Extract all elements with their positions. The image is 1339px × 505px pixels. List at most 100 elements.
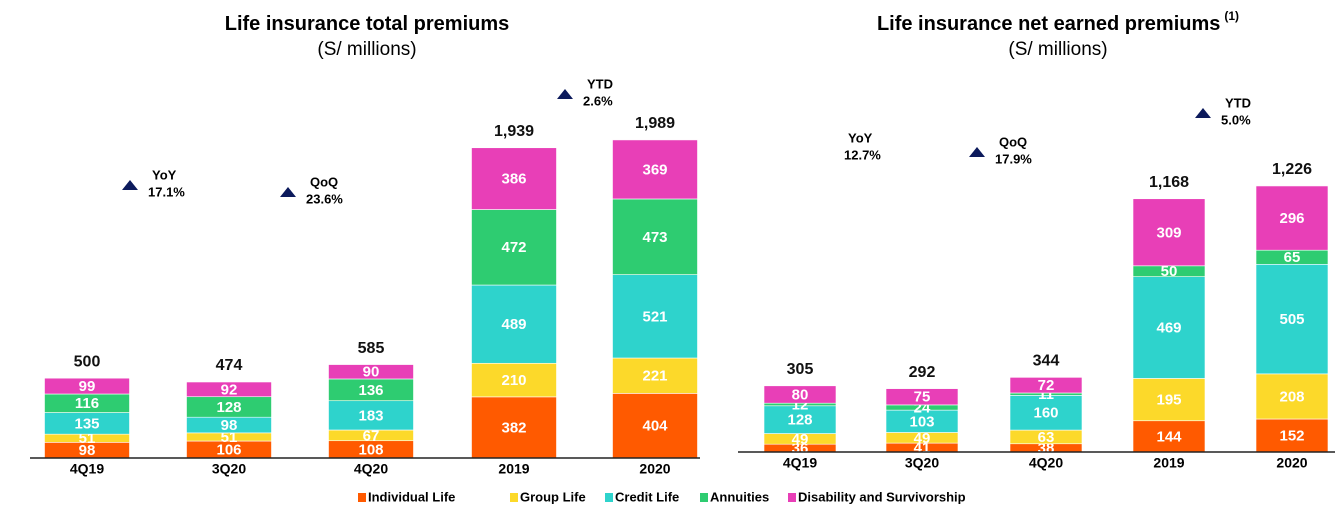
bar-segment	[471, 147, 557, 210]
x-tick-label: 2020	[1276, 455, 1307, 471]
segment-label: 103	[909, 413, 934, 430]
chart-title: Life insurance net earned premiums (1)	[877, 9, 1239, 35]
total-label: 585	[358, 340, 385, 357]
segment-label: 472	[501, 239, 526, 256]
segment-label: 505	[1279, 311, 1304, 328]
annotation-value: 2.6%	[583, 93, 613, 108]
segment-label: 160	[1033, 405, 1058, 422]
segment-label: 469	[1156, 320, 1181, 337]
x-tick-label: 4Q19	[70, 461, 104, 477]
bar-segment	[1009, 395, 1083, 431]
legend-swatch	[605, 493, 613, 502]
title-text: Life insurance net earned premiums	[877, 13, 1220, 35]
bar-segment	[612, 357, 698, 394]
annotation-label: YTD	[587, 76, 613, 91]
chart-subtitle: (S/ millions)	[1008, 39, 1107, 60]
total-label: 1,939	[494, 123, 534, 140]
segment-label: 50	[1161, 263, 1178, 280]
bar-segment	[612, 139, 698, 200]
x-tick-label: 2020	[639, 461, 670, 477]
segment-label: 136	[358, 382, 383, 399]
legend-label: Credit Life	[615, 489, 679, 504]
annotation-label: YTD	[1225, 95, 1251, 110]
segment-label: 382	[501, 419, 526, 436]
bar-segment	[1132, 198, 1206, 267]
x-tick-label: 4Q19	[783, 455, 817, 471]
bar-segment	[1255, 418, 1329, 453]
x-tick-label: 3Q20	[212, 461, 246, 477]
up-triangle	[557, 89, 573, 99]
annotation-value: 5.0%	[1221, 112, 1251, 127]
bar-segment	[612, 274, 698, 359]
segment-label: 296	[1279, 210, 1304, 227]
up-triangle	[1195, 108, 1211, 118]
bar-segment	[1132, 378, 1206, 422]
total-label: 305	[787, 361, 814, 378]
segment-label: 489	[501, 316, 526, 333]
total-label: 1,226	[1272, 161, 1312, 178]
bar-segment	[471, 284, 557, 364]
segment-label: 63	[1038, 429, 1055, 446]
segment-label: 128	[787, 412, 812, 429]
legend-swatch	[510, 493, 518, 502]
bar-segment	[1132, 276, 1206, 379]
x-tick-label: 4Q20	[354, 461, 388, 477]
total-label: 292	[909, 364, 936, 381]
up-triangle	[122, 180, 138, 190]
segment-label: 135	[74, 415, 99, 432]
bar-segment	[1132, 420, 1206, 453]
segment-label: 49	[914, 430, 931, 447]
annotation-value: 12.7%	[844, 147, 881, 162]
bar-segment	[1009, 377, 1083, 394]
total-label: 474	[216, 357, 243, 374]
total-label: 1,989	[635, 115, 675, 132]
segment-label: 49	[792, 431, 809, 448]
segment-label: 195	[1156, 392, 1181, 409]
legend-swatch	[700, 493, 708, 502]
total-label: 500	[74, 353, 101, 370]
segment-label: 128	[216, 399, 241, 416]
title-note: (1)	[1224, 9, 1239, 23]
annotation-label: YoY	[848, 130, 873, 145]
segment-label: 98	[221, 417, 238, 434]
bar-segment	[763, 385, 837, 404]
bar-segment	[1255, 185, 1329, 251]
legend-swatch	[358, 493, 366, 502]
segment-label: 98	[79, 442, 96, 459]
total-label: 1,168	[1149, 174, 1189, 191]
bar-segment	[1255, 263, 1329, 375]
legend-label: Disability and Survivorship	[798, 489, 966, 504]
annotation-label: QoQ	[999, 134, 1027, 149]
segment-label: 106	[216, 441, 241, 458]
up-triangle	[969, 147, 985, 157]
segment-label: 144	[1156, 428, 1182, 445]
x-tick-label: 2019	[498, 461, 529, 477]
segment-label: 108	[358, 441, 383, 458]
legend-label: Annuities	[710, 489, 769, 504]
segment-label: 67	[363, 427, 380, 444]
annotation-label: YoY	[152, 167, 177, 182]
segment-label: 90	[363, 364, 380, 381]
bar-segment	[885, 388, 959, 406]
chart-subtitle: (S/ millions)	[317, 39, 416, 60]
segment-label: 404	[642, 418, 668, 435]
segment-label: 473	[642, 229, 667, 246]
segment-label: 309	[1156, 224, 1181, 241]
annotation-value: 23.6%	[306, 191, 343, 206]
title-text: Life insurance total premiums	[225, 13, 510, 35]
segment-label: 183	[358, 407, 383, 424]
bar-segment	[612, 198, 698, 275]
segment-label: 208	[1279, 388, 1304, 405]
segment-label: 369	[642, 161, 667, 178]
x-tick-label: 4Q20	[1029, 455, 1063, 471]
annotation-value: 17.9%	[995, 151, 1032, 166]
bar-segment	[763, 405, 837, 434]
annotation-value: 17.1%	[148, 184, 185, 199]
segment-label: 80	[792, 386, 809, 403]
bar-segment	[471, 209, 557, 286]
annotation-label: QoQ	[310, 174, 338, 189]
bar-segment	[471, 362, 557, 398]
bar-segment	[328, 364, 414, 380]
bar-segment	[612, 393, 698, 459]
